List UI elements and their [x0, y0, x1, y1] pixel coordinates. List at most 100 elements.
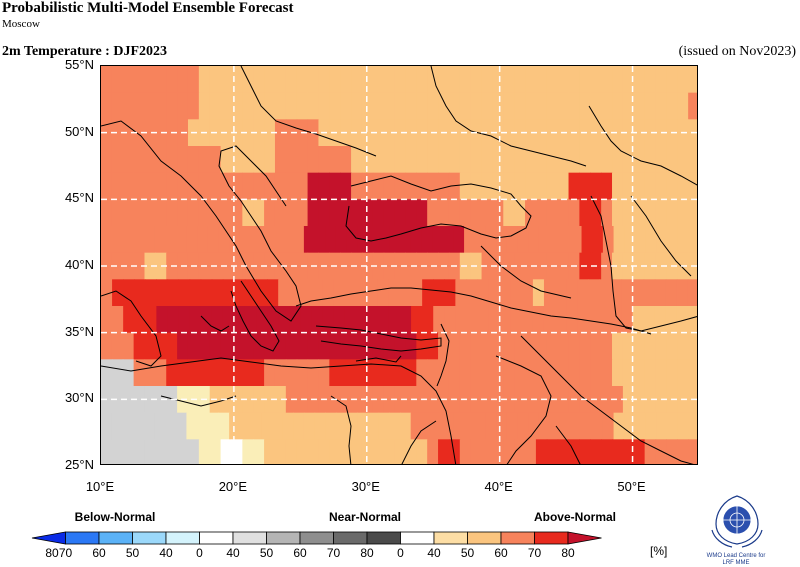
grid-cell [155, 92, 167, 120]
grid-cell [372, 386, 385, 414]
grid-cell [444, 306, 456, 334]
grid-cell [187, 359, 200, 387]
grid-cell [470, 359, 483, 387]
grid-cell [274, 386, 287, 414]
grid-cell [340, 92, 352, 120]
grid-cell [377, 279, 390, 307]
grid-cell [274, 66, 287, 94]
grid-cell [156, 279, 169, 307]
probability-grid [101, 66, 697, 464]
grid-cell [144, 92, 156, 120]
grid-cell [416, 199, 428, 227]
grid-cell [209, 359, 222, 387]
grid-cell [111, 412, 123, 440]
grid-cell [612, 439, 624, 464]
colorbar-segment [65, 531, 100, 545]
grid-cell [654, 279, 667, 307]
wmo-caption-line2: LRF MME [722, 560, 750, 566]
grid-cell [133, 199, 146, 227]
grid-cell [546, 92, 559, 120]
grid-cell [503, 359, 515, 387]
grid-cell [688, 412, 697, 440]
grid-cell [361, 332, 374, 360]
grid-cell [264, 386, 276, 414]
grid-cell [621, 279, 634, 307]
variable-title: 2m Temperature : DJF2023 [2, 44, 167, 59]
issued-date: (issued on Nov2023) [678, 44, 796, 59]
grid-cell [296, 66, 309, 94]
grid-cell [300, 279, 312, 307]
grid-cell [455, 306, 468, 334]
grid-cell [492, 332, 504, 360]
grid-cell [197, 412, 209, 440]
grid-cell [555, 306, 567, 334]
grid-cell [144, 146, 156, 174]
grid-cell [296, 359, 309, 387]
grid-cell [633, 332, 646, 360]
grid-cell [455, 279, 468, 307]
grid-cell [314, 412, 326, 440]
grid-cell [622, 359, 635, 387]
grid-cell [481, 92, 494, 120]
colorbar-segment [467, 531, 502, 545]
grid-cell [231, 172, 243, 200]
grid-cell [557, 332, 570, 360]
grid-cell [655, 359, 667, 387]
grid-cell [389, 412, 401, 440]
grid-cell [601, 92, 613, 120]
grid-cell [340, 439, 352, 464]
grid-cell [568, 332, 580, 360]
grid-cell [644, 146, 657, 174]
colorbar-segment [132, 531, 167, 545]
grid-cell [274, 199, 287, 227]
grid-cell [167, 279, 180, 307]
grid-cell [514, 146, 526, 174]
grid-cell [122, 439, 135, 464]
grid-cell [525, 252, 537, 280]
grid-cell [610, 306, 623, 334]
grid-cell [492, 92, 504, 120]
grid-cell [644, 439, 657, 464]
grid-cell [438, 146, 450, 174]
grid-cell [421, 412, 433, 440]
grid-cell [340, 332, 352, 360]
grid-cell [296, 199, 309, 227]
grid-cell [351, 66, 363, 94]
grid-cell [688, 172, 697, 200]
colorbar-segment [333, 531, 368, 545]
grid-cell [361, 439, 374, 464]
legend-near-normal-label: Near-Normal [328, 510, 402, 524]
grid-cell [329, 172, 341, 200]
grid-cell [155, 439, 167, 464]
grid-cell [394, 252, 407, 280]
grid-cell [514, 359, 526, 387]
grid-cell [633, 386, 646, 414]
grid-cell [470, 66, 483, 94]
grid-cell [492, 199, 504, 227]
grid-cell [285, 359, 298, 387]
grid-cell [231, 119, 243, 147]
grid-cell [167, 306, 180, 334]
colorbar-below-segments [31, 531, 234, 545]
grid-cell [503, 119, 515, 147]
grid-cell [503, 92, 515, 120]
grid-cell [601, 359, 613, 387]
colorbar-tick-label: 50 [125, 546, 140, 560]
grid-cell [166, 66, 178, 94]
wmo-globe-icon [711, 495, 763, 548]
grid-cell [177, 66, 189, 94]
grid-cell [601, 172, 613, 200]
colorbar-segment [433, 531, 468, 545]
grid-cell [442, 412, 454, 440]
grid-cell [579, 66, 591, 94]
grid-cell [688, 332, 697, 360]
colorbar-segment [98, 531, 133, 545]
grid-cell [400, 306, 412, 334]
colorbar-tick-label: 60 [92, 546, 106, 560]
grid-cell [590, 332, 602, 360]
grid-cell [666, 226, 679, 254]
grid-cell [165, 226, 177, 254]
grid-cell [632, 306, 645, 334]
grid-cell [383, 386, 396, 414]
grid-cell [211, 279, 224, 307]
